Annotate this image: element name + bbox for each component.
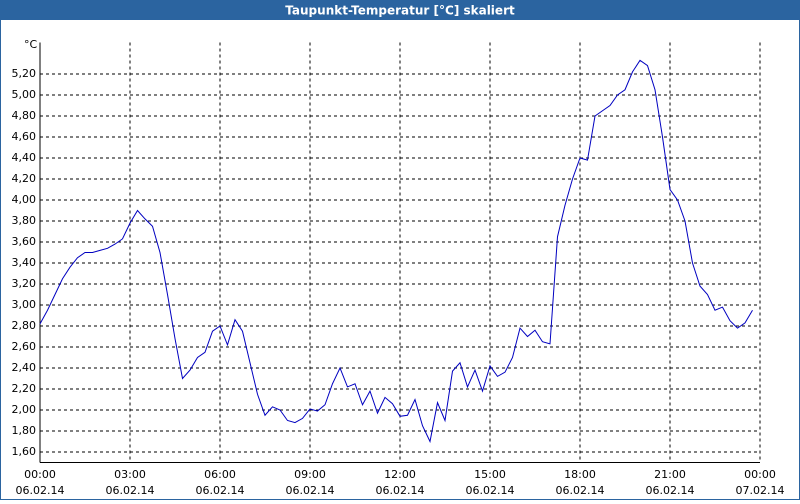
- y-tick-label: 4,80: [12, 109, 37, 122]
- chart-title: Taupunkt-Temperatur [°C] skaliert: [285, 4, 515, 18]
- y-tick-label: 3,20: [12, 277, 37, 290]
- y-tick-label: 2,00: [12, 403, 37, 416]
- y-tick-label: 3,40: [12, 256, 37, 269]
- title-bar: [0, 0, 800, 20]
- y-axis-label: °C: [24, 38, 38, 51]
- x-tick-date: 06.02.14: [286, 484, 335, 497]
- x-tick-date: 06.02.14: [556, 484, 605, 497]
- y-tick-label: 1,60: [12, 445, 37, 458]
- x-tick-label: 00:00: [24, 468, 56, 481]
- x-tick-date: 06.02.14: [16, 484, 65, 497]
- x-tick-label: 06:00: [204, 468, 236, 481]
- x-tick-date: 06.02.14: [376, 484, 425, 497]
- x-tick-date: 07.02.14: [736, 484, 785, 497]
- y-tick-label: 2,80: [12, 319, 37, 332]
- y-tick-label: 4,60: [12, 130, 37, 143]
- y-tick-label: 3,00: [12, 298, 37, 311]
- x-tick-date: 06.02.14: [196, 484, 245, 497]
- y-tick-label: 5,00: [12, 88, 37, 101]
- x-tick-label: 00:00: [744, 468, 776, 481]
- x-tick-date: 06.02.14: [466, 484, 515, 497]
- y-tick-label: 5,20: [12, 67, 37, 80]
- y-tick-label: 1,80: [12, 424, 37, 437]
- x-tick-label: 15:00: [474, 468, 506, 481]
- x-tick-date: 06.02.14: [646, 484, 695, 497]
- y-tick-label: 3,80: [12, 214, 37, 227]
- y-tick-label: 2,40: [12, 361, 37, 374]
- x-tick-label: 12:00: [384, 468, 416, 481]
- y-tick-label: 4,40: [12, 151, 37, 164]
- y-tick-label: 2,20: [12, 382, 37, 395]
- x-tick-label: 18:00: [564, 468, 596, 481]
- y-tick-label: 2,60: [12, 340, 37, 353]
- y-tick-label: 4,00: [12, 193, 37, 206]
- x-tick-label: 21:00: [654, 468, 686, 481]
- y-tick-label: 4,20: [12, 172, 37, 185]
- y-tick-label: 3,60: [12, 235, 37, 248]
- data-line: [39, 59, 753, 444]
- x-tick-label: 09:00: [294, 468, 326, 481]
- x-tick-date: 06.02.14: [106, 484, 155, 497]
- x-tick-label: 03:00: [114, 468, 146, 481]
